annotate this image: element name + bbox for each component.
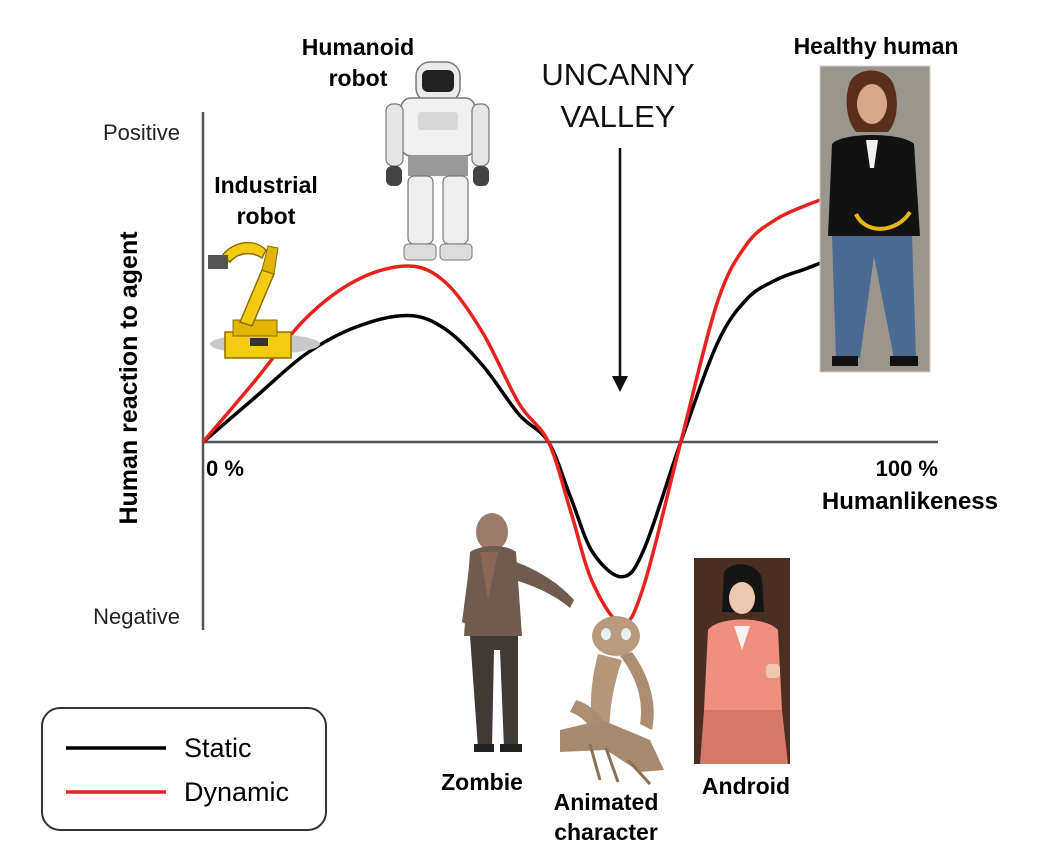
animated-character-label-line1: Animated — [554, 789, 659, 815]
x-axis-label: Humanlikeness — [822, 488, 998, 515]
x-tick-start: 0 % — [206, 456, 244, 481]
humanoid-robot-label-line1: Humanoid — [302, 34, 414, 60]
x-tick-end: 100 % — [876, 456, 938, 481]
industrial-robot-label-line1: Industrial — [214, 172, 318, 198]
animated-character-label-line2: character — [554, 819, 658, 845]
android-label: Android — [702, 773, 790, 799]
series-line-static — [201, 236, 910, 579]
zombie-label: Zombie — [441, 769, 523, 795]
zombie-icon — [462, 513, 574, 752]
legend: Static Dynamic — [41, 707, 327, 831]
humanoid-robot-icon — [385, 61, 490, 261]
humanoid-robot-label-line2: robot — [329, 65, 388, 91]
legend-box — [41, 707, 327, 831]
industrial-robot-icon — [208, 241, 320, 359]
legend-label-dynamic: Dynamic — [184, 777, 289, 807]
uncanny-valley-title-line1: UNCANNY — [541, 57, 694, 92]
industrial-robot-label-line2: robot — [237, 203, 296, 229]
down-arrow-icon — [612, 148, 628, 392]
legend-label-static: Static — [184, 733, 252, 763]
uncanny-valley-title-line2: VALLEY — [561, 99, 676, 134]
animated-character-icon — [560, 616, 664, 786]
y-tick-negative: Negative — [93, 604, 180, 629]
y-tick-positive: Positive — [103, 120, 180, 145]
healthy-human-photo-icon — [819, 65, 931, 373]
y-axis-label: Human reaction to agent — [115, 231, 143, 525]
android-photo-icon — [694, 558, 790, 764]
healthy-human-label: Healthy human — [794, 33, 959, 59]
series-line-dynamic — [201, 170, 910, 626]
